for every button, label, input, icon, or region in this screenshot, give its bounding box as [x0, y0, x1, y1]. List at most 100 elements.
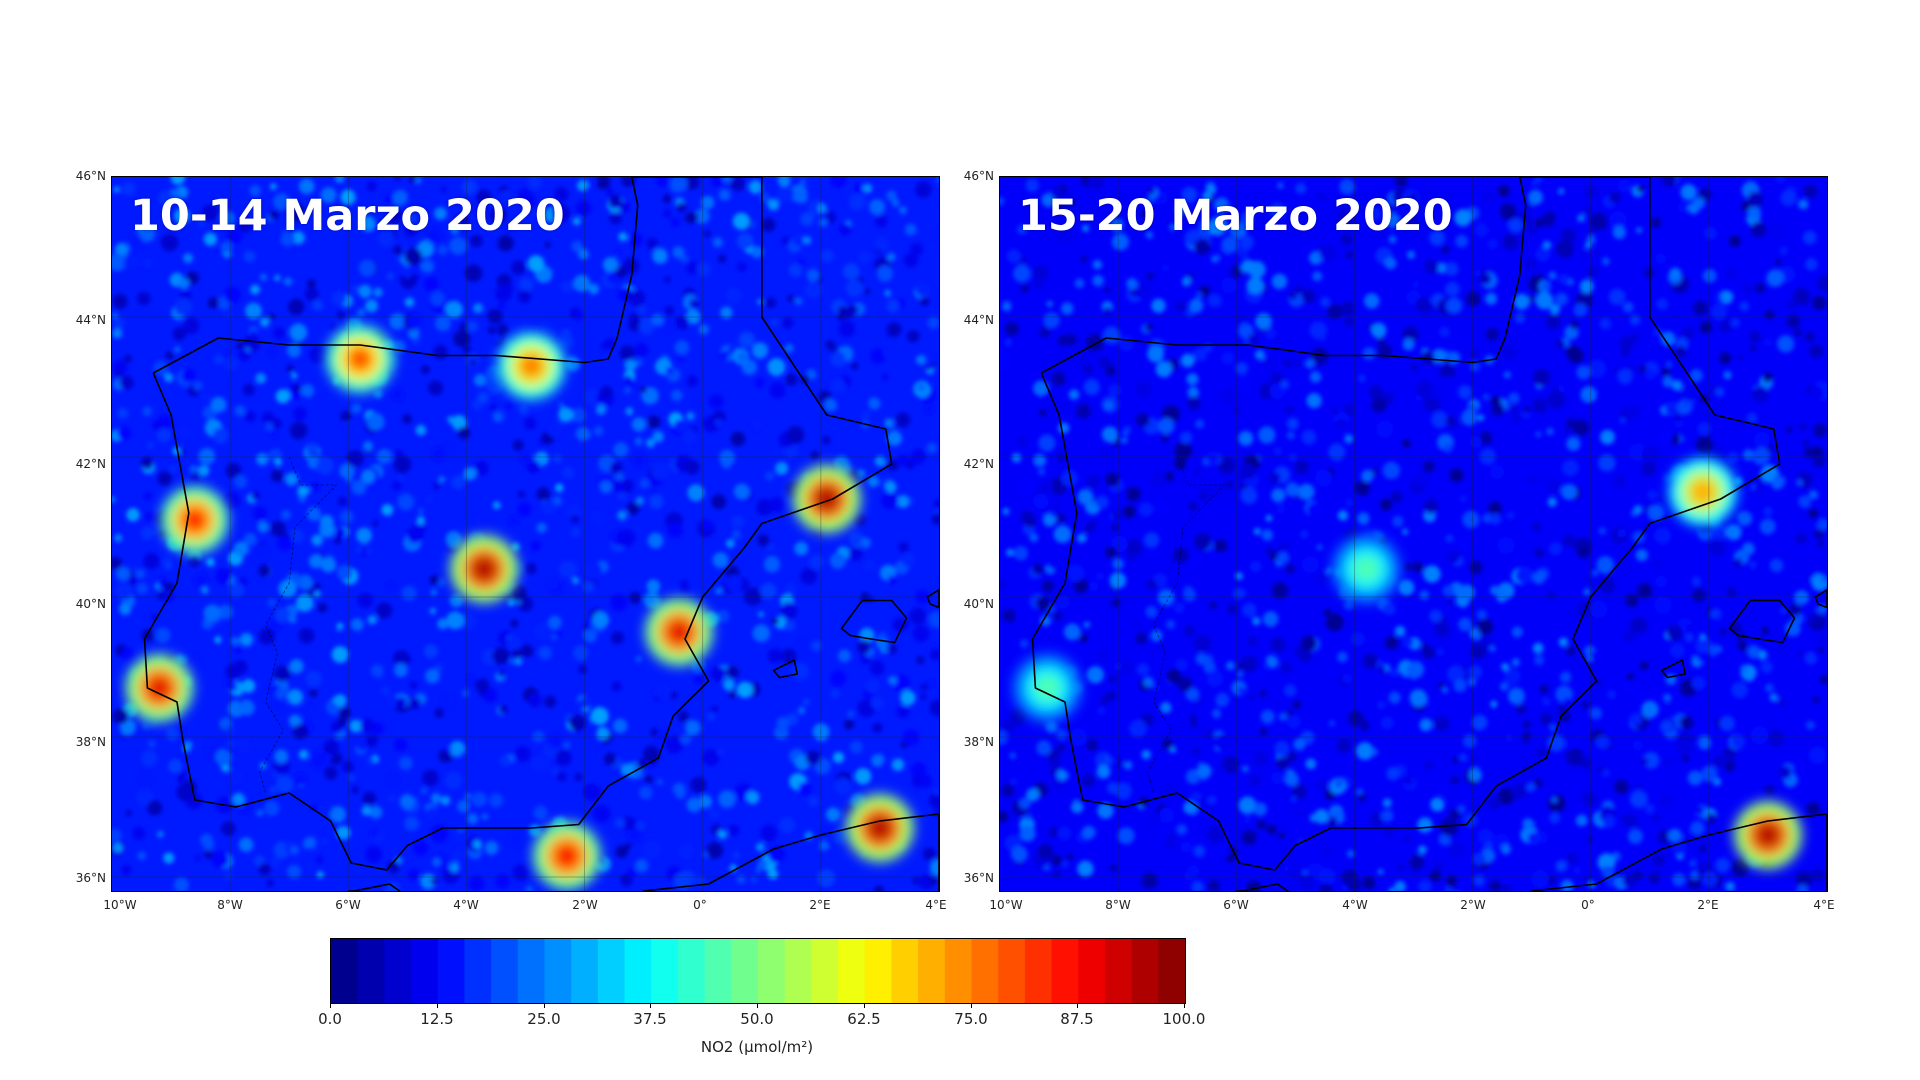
graticule — [112, 177, 939, 891]
lon-label: 4°E — [1813, 898, 1835, 912]
colorbar-bin — [1024, 939, 1053, 1003]
colorbar-bin — [491, 939, 519, 1003]
hotspot-madrid — [1353, 556, 1380, 582]
lon-label: 8°W — [217, 898, 243, 912]
lat-label: 46°N — [963, 169, 994, 183]
coastline-layer — [1031, 177, 1827, 891]
menorca-coastline — [926, 589, 939, 609]
ibiza-coastline — [772, 659, 798, 679]
lat-label: 38°N — [75, 735, 106, 749]
colorbar-bin — [944, 939, 973, 1003]
colorbar-tick-label: 25.0 — [527, 1010, 561, 1028]
hotspot-layer — [125, 325, 914, 890]
lon-label: 0° — [1581, 898, 1595, 912]
lon-label: 6°W — [335, 898, 361, 912]
coastline-layer — [143, 177, 939, 891]
lat-label: 42°N — [75, 457, 106, 471]
lon-label: 4°W — [453, 898, 479, 912]
lat-label: 40°N — [963, 597, 994, 611]
colorbar-bin — [731, 939, 759, 1003]
colorbar-bin — [517, 939, 546, 1003]
ibiza-coastline — [1660, 659, 1686, 679]
lat-label: 40°N — [75, 597, 106, 611]
hotspot-madrid — [471, 556, 498, 582]
colorbar-bin — [784, 939, 812, 1003]
iberia-coastline — [143, 177, 893, 871]
colorbar-tickmark — [437, 1003, 438, 1008]
no2-heatmap-march-10-14 — [112, 177, 939, 891]
map-panel-march-15-20: 15-20 Marzo 2020 — [999, 176, 1828, 892]
hotspot-layer — [1013, 458, 1802, 869]
no2-heatmap-march-15-20 — [1000, 177, 1827, 891]
lon-label: 8°W — [1105, 898, 1131, 912]
colorbar-tickmark — [650, 1003, 651, 1008]
hotspot-strait-of-gibraltar-m-laga — [553, 843, 580, 869]
colorbar-tick-label: 50.0 — [740, 1010, 774, 1028]
colorbar-bin — [838, 939, 866, 1003]
lon-label: 6°W — [1223, 898, 1249, 912]
lat-label: 36°N — [75, 871, 106, 885]
colorbar-bin — [437, 939, 466, 1003]
colorbar-bin — [384, 939, 412, 1003]
lon-label: 4°E — [925, 898, 947, 912]
hotspot-oviedo-gij-n — [347, 346, 374, 372]
lon-label: 4°W — [1342, 898, 1368, 912]
panel-title: 15-20 Marzo 2020 — [1018, 191, 1453, 241]
colorbar-bin — [411, 939, 439, 1003]
lat-label: 42°N — [963, 457, 994, 471]
lat-label: 44°N — [75, 313, 106, 327]
hotspot-algiers — [1754, 822, 1781, 848]
colorbar-tickmark — [544, 1003, 545, 1008]
colorbar-tickmark — [757, 1003, 758, 1008]
mallorca-coastline — [1728, 599, 1796, 644]
lon-label: 10°W — [989, 898, 1023, 912]
colorbar-bin — [758, 939, 786, 1003]
colorbar-bin — [864, 939, 893, 1003]
noise-texture — [112, 177, 939, 891]
colorbar-tick-label: 100.0 — [1162, 1010, 1206, 1028]
colorbar-tick-label: 0.0 — [318, 1010, 342, 1028]
colorbar-bin — [891, 939, 919, 1003]
graticule — [1000, 177, 1827, 891]
colorbar-bin — [1078, 939, 1106, 1003]
hotspot-barcelona — [813, 486, 840, 512]
hotspot-algiers — [866, 815, 893, 841]
iberia-coastline — [1031, 177, 1781, 871]
lat-label: 46°N — [75, 169, 106, 183]
panel-title: 10-14 Marzo 2020 — [130, 191, 565, 241]
colorbar-bin — [677, 939, 706, 1003]
colorbar-tick-label: 75.0 — [954, 1010, 988, 1028]
colorbar-label: NO2 (μmol/m²) — [700, 1038, 814, 1056]
colorbar-tickmark — [1077, 1003, 1078, 1008]
lon-label: 2°E — [1697, 898, 1719, 912]
lat-label: 36°N — [963, 871, 994, 885]
no2-colorbar — [330, 938, 1186, 1004]
colorbar-tick-label: 62.5 — [847, 1010, 881, 1028]
lon-label: 10°W — [103, 898, 137, 912]
colorbar-bin — [918, 939, 946, 1003]
colorbar-bin — [357, 939, 385, 1003]
africa-coastline — [348, 813, 939, 891]
colorbar-bin — [1051, 939, 1079, 1003]
hotspot-lisbon — [146, 675, 173, 701]
colorbar-bin — [544, 939, 572, 1003]
colorbar-bin — [571, 939, 599, 1003]
colorbar-bin — [624, 939, 652, 1003]
africa-coastline — [1236, 813, 1827, 891]
colorbar-tick-label: 37.5 — [633, 1010, 667, 1028]
lat-label: 44°N — [963, 313, 994, 327]
colorbar-bin — [651, 939, 679, 1003]
colorbar-bin — [464, 939, 492, 1003]
colorbar-tickmark — [864, 1003, 865, 1008]
map-panel-march-10-14: 10-14 Marzo 2020 — [111, 176, 940, 892]
hotspot-lisbon — [1034, 675, 1061, 701]
colorbar-bin — [971, 939, 999, 1003]
mallorca-coastline — [840, 599, 908, 644]
colorbar-bin — [1131, 939, 1159, 1003]
menorca-coastline — [1814, 589, 1827, 609]
lon-label: 2°E — [809, 898, 831, 912]
colorbar-tickmark — [330, 1003, 331, 1008]
lon-label: 2°W — [1460, 898, 1486, 912]
colorbar-tick-label: 87.5 — [1060, 1010, 1094, 1028]
colorbar-bin — [597, 939, 626, 1003]
